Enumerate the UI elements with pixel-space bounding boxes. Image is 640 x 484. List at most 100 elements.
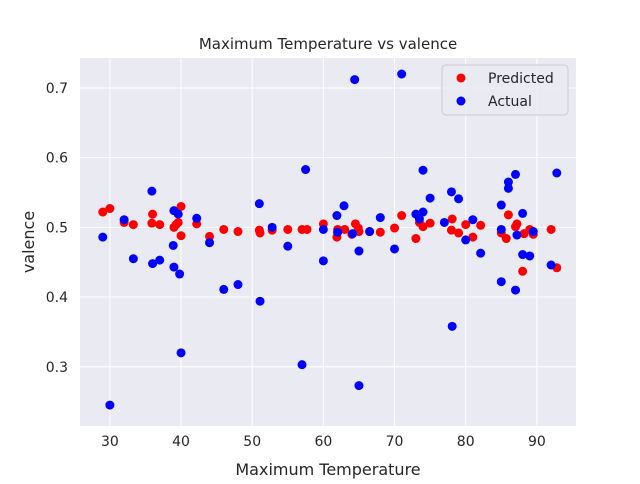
actual-point (254, 199, 264, 209)
predicted-point (390, 223, 400, 233)
actual-point (147, 186, 157, 196)
actual-point (155, 255, 165, 265)
predicted-point (411, 234, 421, 244)
actual-point (447, 321, 457, 331)
actual-point (219, 284, 229, 294)
predicted-point (105, 204, 115, 214)
x-tick-label: 40 (172, 434, 190, 450)
predicted-point (446, 225, 456, 235)
predicted-point (546, 224, 556, 234)
actual-point (518, 250, 528, 260)
y-tick-label: 0.4 (46, 290, 68, 306)
actual-point (546, 260, 556, 270)
actual-point (318, 224, 328, 234)
actual-point (454, 194, 464, 204)
predicted-point (454, 228, 464, 238)
predicted-point (148, 209, 158, 219)
predicted-point (155, 220, 165, 230)
actual-point (128, 254, 138, 264)
x-tick-labels: 30 40 50 60 70 80 90 (101, 434, 546, 450)
actual-point (148, 259, 158, 269)
actual-point (173, 209, 183, 219)
actual-point (503, 183, 513, 193)
y-tick-label: 0.6 (46, 151, 68, 167)
predicted-point (283, 224, 293, 234)
predicted-point (340, 224, 350, 234)
data-points (98, 69, 562, 410)
predicted-point (233, 227, 243, 237)
actual-point (468, 215, 478, 225)
y-tick-label: 0.3 (46, 360, 68, 376)
plot-area (80, 58, 576, 426)
actual-point (350, 75, 360, 85)
grid-lines (80, 58, 576, 426)
actual-point (365, 227, 375, 237)
predicted-point (397, 211, 407, 221)
actual-point (332, 211, 342, 221)
predicted-point (176, 201, 186, 211)
actual-point (348, 229, 358, 239)
actual-point (414, 214, 424, 224)
predicted-legend-marker (456, 73, 466, 83)
actual-point (418, 165, 428, 175)
y-tick-label: 0.5 (46, 220, 68, 236)
predicted-point (128, 220, 138, 230)
actual-point (511, 285, 521, 295)
actual-point (105, 400, 115, 410)
actual-point (354, 381, 364, 391)
predicted-point (302, 224, 312, 234)
actual-legend-marker (456, 96, 466, 106)
actual-point (339, 201, 349, 211)
actual-point (354, 246, 364, 256)
actual-point (496, 200, 506, 210)
predicted-point (468, 232, 478, 242)
actual-point (205, 238, 215, 248)
actual-point (168, 240, 178, 250)
actual-point (418, 207, 428, 217)
predicted-point (503, 210, 513, 220)
predicted-point (425, 218, 435, 228)
actual-point (552, 168, 562, 178)
predicted-point (219, 224, 229, 234)
actual-point (175, 269, 185, 279)
actual-point (297, 360, 307, 370)
actual-point (496, 224, 506, 234)
actual-point (512, 230, 522, 240)
predicted-point (447, 214, 457, 224)
legend-box (441, 64, 569, 116)
actual-point (439, 217, 449, 227)
predicted-point (501, 234, 511, 244)
predicted-point (147, 218, 157, 228)
x-tick-label: 30 (101, 434, 119, 450)
x-tick-label: 50 (243, 434, 261, 450)
chart-title: Maximum Temperature vs valence (199, 35, 457, 53)
predicted-point (518, 266, 528, 276)
actual-point (476, 248, 486, 258)
predicted-point (375, 227, 385, 237)
y-tick-label: 0.7 (46, 81, 68, 97)
actual-point (267, 222, 277, 232)
actual-point (511, 169, 521, 179)
actual-point (518, 208, 528, 218)
x-tick-label: 60 (314, 434, 332, 450)
actual-point (233, 280, 243, 290)
actual-point (528, 227, 538, 237)
legend: Predicted Actual (441, 64, 569, 116)
actual-point (176, 348, 186, 358)
predicted-legend-label: Predicted (488, 71, 554, 87)
actual-point (397, 69, 407, 79)
predicted-point (512, 219, 522, 229)
actual-point (446, 187, 456, 197)
actual-point (390, 244, 400, 254)
predicted-point (176, 231, 186, 241)
actual-point (525, 251, 535, 261)
predicted-point (461, 220, 471, 230)
actual-point (503, 177, 513, 187)
actual-point (169, 262, 179, 272)
predicted-point (205, 231, 215, 241)
predicted-point (476, 220, 486, 230)
y-axis-label: valence (19, 211, 38, 273)
predicted-point (255, 228, 265, 238)
